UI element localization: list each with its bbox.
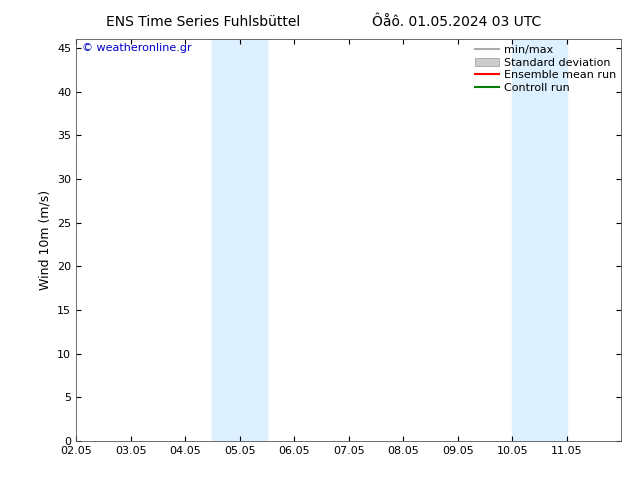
Bar: [212, 39, 267, 441]
Text: © weatheronline.gr: © weatheronline.gr: [82, 43, 191, 53]
Text: ENS Time Series Fuhlsbüttel: ENS Time Series Fuhlsbüttel: [106, 15, 300, 29]
Bar: [512, 39, 567, 441]
Y-axis label: Wind 10m (m/s): Wind 10m (m/s): [39, 190, 51, 290]
Text: Ôåô. 01.05.2024 03 UTC: Ôåô. 01.05.2024 03 UTC: [372, 15, 541, 29]
Legend: min/max, Standard deviation, Ensemble mean run, Controll run: min/max, Standard deviation, Ensemble me…: [470, 40, 620, 98]
